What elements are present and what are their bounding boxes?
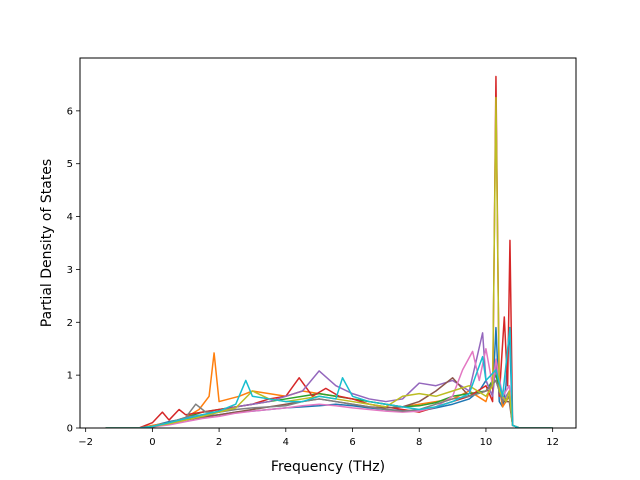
x-tick-label: 8	[416, 437, 422, 448]
x-axis-ticks: −2 0 2 4 6 8 10 12	[78, 428, 559, 448]
y-tick-label: 1	[67, 371, 73, 382]
x-tick-label: 10	[480, 437, 493, 448]
series-line-9	[105, 96, 553, 428]
series-line-10	[105, 326, 553, 428]
y-axis-ticks: 0 1 2 3 4 5 6	[67, 106, 80, 435]
y-tick-label: 5	[67, 159, 73, 170]
y-axis-label: Partial Density of States	[39, 159, 55, 327]
series-line-7	[105, 347, 553, 428]
x-tick-label: 2	[216, 437, 222, 448]
x-tick-label: −2	[78, 437, 93, 448]
plot-frame	[79, 57, 577, 429]
y-tick-label: 3	[67, 265, 73, 276]
x-tick-label: 4	[283, 437, 289, 448]
y-tick-label: 4	[67, 212, 73, 223]
x-axis-label: Frequency (THz)	[271, 459, 385, 475]
y-tick-label: 0	[67, 424, 73, 435]
x-tick-label: 6	[349, 437, 355, 448]
x-tick-label: 0	[149, 437, 155, 448]
y-tick-label: 2	[67, 318, 73, 329]
series-layer	[105, 75, 553, 428]
y-tick-label: 6	[67, 106, 73, 117]
x-tick-label: 12	[546, 437, 559, 448]
series-line-8	[105, 379, 553, 428]
series-line-4	[105, 75, 553, 428]
